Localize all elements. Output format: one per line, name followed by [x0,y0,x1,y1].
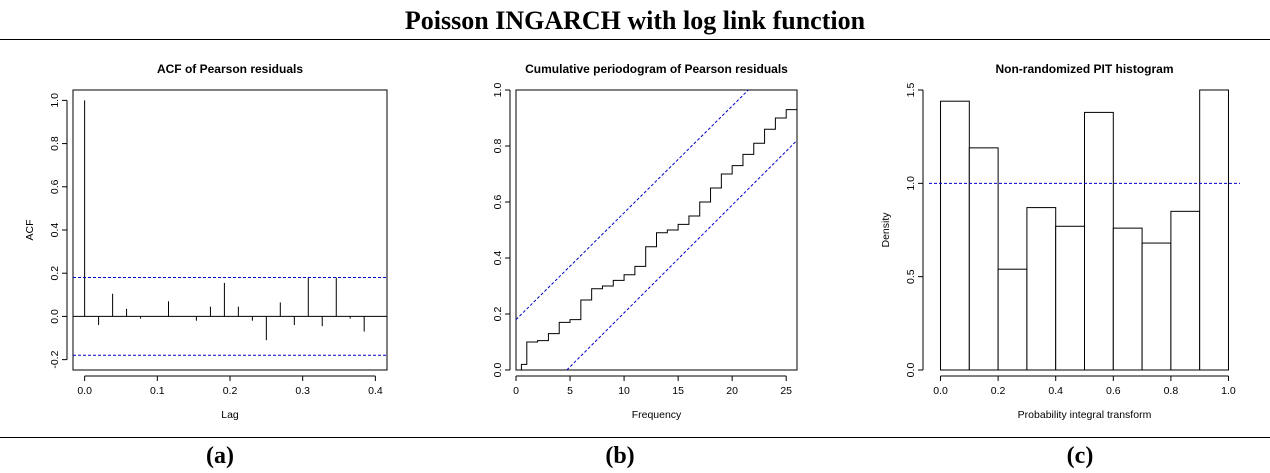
chart-title-2: Non-randomized PIT histogram [995,62,1173,76]
histogram-bar-6 [1112,227,1143,371]
histogram-bar-4 [1055,225,1086,371]
x-tick-label-1-3: 15 [672,385,684,397]
y-tick-label-1-2: 0.4 [492,251,504,266]
histogram-bar-0 [940,100,970,371]
histogram-bar-1 [968,147,999,371]
histogram-bar-3 [1026,207,1057,371]
x-tick-label-1-1: 5 [567,385,573,397]
bottom-rule [0,437,1270,438]
x-tick-label-2-4: 0.8 [1164,385,1179,397]
y-tick-label-0-5: 0.8 [49,136,61,151]
x-tick-label-2-5: 1.0 [1221,385,1236,397]
x-axis-label-0: Lag [221,409,239,421]
plot-frame-1 [515,89,798,371]
x-tick-label-1-2: 10 [618,385,630,397]
y-tick-label-2-2: 1.0 [905,176,917,191]
y-tick-label-1-1: 0.2 [492,307,504,322]
y-axis-label-0: ACF [24,220,36,241]
histogram-bar-7 [1141,242,1172,371]
x-tick-label-1-4: 20 [726,385,738,397]
x-axis-label-2: Probability integral transform [1018,409,1152,421]
x-tick-label-1-5: 25 [780,385,792,397]
y-tick-label-0-3: 0.4 [49,223,61,238]
caption-c: (c) [1066,443,1094,469]
caption-a: (a) [206,443,234,469]
y-tick-label-0-1: 0.0 [49,309,61,324]
figure-title: Poisson INGARCH with log link function [404,6,866,35]
chart-title-1: Cumulative periodogram of Pearson residu… [525,62,788,76]
y-tick-label-1-4: 0.8 [492,139,504,154]
x-tick-label-0-3: 0.3 [295,385,310,397]
y-tick-label-0-4: 0.6 [49,179,61,194]
x-tick-label-0-2: 0.2 [223,385,238,397]
y-tick-label-0-2: 0.2 [49,266,61,281]
caption-b: (b) [605,443,635,469]
y-tick-label-1-0: 0.0 [492,363,504,378]
y-tick-label-0-0: -0.2 [49,350,61,368]
top-rule [0,39,1270,40]
histogram-bar-9 [1199,89,1229,371]
y-axis-label-2: Density [880,212,892,248]
y-tick-label-1-3: 0.6 [492,195,504,210]
histogram-bar-8 [1170,210,1201,371]
x-tick-label-2-3: 0.6 [1106,385,1121,397]
x-tick-label-0-1: 0.1 [150,385,165,397]
lower-band-line [566,140,798,371]
x-axis-label-1: Frequency [632,409,682,421]
x-tick-label-2-0: 0.0 [933,385,948,397]
cumulative-periodogram-line [516,104,798,371]
y-tick-label-2-1: 0.5 [905,269,917,284]
plot-frame-0 [72,89,388,371]
x-tick-label-1-0: 0 [513,385,519,397]
upper-band-line [515,89,749,320]
x-tick-label-0-4: 0.4 [368,385,383,397]
x-tick-label-2-1: 0.2 [991,385,1006,397]
histogram-bar-2 [997,268,1028,371]
chart-title-0: ACF of Pearson residuals [157,62,303,76]
y-tick-label-1-5: 1.0 [492,83,504,98]
histogram-bar-5 [1084,111,1114,371]
y-tick-label-2-0: 0.0 [905,363,917,378]
x-tick-label-0-0: 0.0 [77,385,92,397]
x-tick-label-2-2: 0.4 [1048,385,1063,397]
y-tick-label-0-6: 1.0 [49,93,61,108]
y-tick-label-2-3: 1.5 [905,83,917,98]
